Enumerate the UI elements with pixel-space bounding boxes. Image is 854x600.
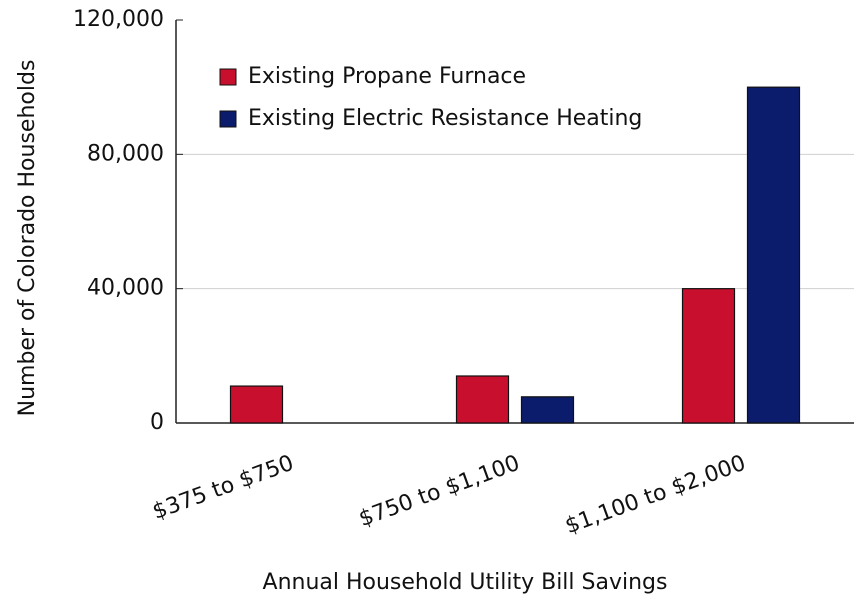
bar	[455, 375, 510, 424]
bar	[746, 86, 801, 424]
y-axis-title: Number of Colorado Households	[15, 60, 40, 417]
x-tick-label: $750 to $1,100	[356, 451, 523, 532]
legend-swatch	[219, 68, 237, 86]
bar	[681, 288, 736, 424]
y-tick-label: 120,000	[73, 7, 164, 32]
legend-label: Existing Propane Furnace	[248, 64, 526, 89]
legend-swatch	[219, 110, 237, 128]
y-tick-label: 0	[150, 410, 164, 435]
x-tick-label: $375 to $750	[149, 451, 297, 525]
y-tick-label: 80,000	[87, 141, 164, 166]
legend-label: Existing Electric Resistance Heating	[248, 106, 642, 131]
bar	[229, 385, 284, 424]
y-tick-label: 40,000	[87, 276, 164, 301]
x-tick-label: $1,100 to $2,000	[562, 451, 749, 539]
bar	[520, 396, 575, 424]
x-axis-title: Annual Household Utility Bill Savings	[263, 570, 668, 595]
